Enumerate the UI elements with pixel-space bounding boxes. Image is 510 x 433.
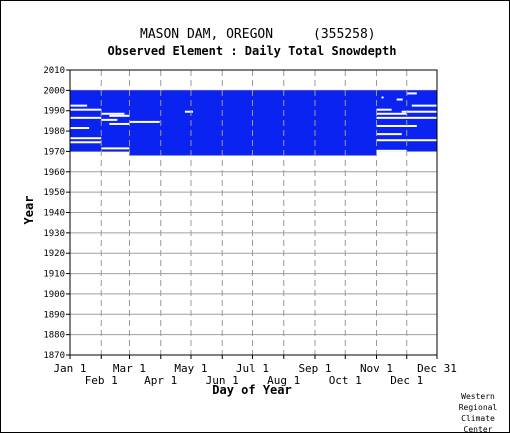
x-tick-label-lower: Jun 1: [206, 374, 239, 387]
chart-subtitle: Observed Element : Daily Total Snowdepth: [108, 44, 397, 58]
missing-data-segment: [109, 114, 130, 117]
credit-line-2: Regional: [459, 403, 498, 412]
missing-data-segment: [376, 112, 407, 115]
missing-data-segment: [101, 147, 130, 150]
y-tick-label: 1870: [43, 351, 65, 361]
missing-data-segment: [70, 141, 102, 144]
missing-data-segment: [376, 108, 392, 111]
y-axis-label: Year: [22, 196, 36, 225]
data-layer: [70, 90, 437, 156]
x-tick-label-lower: Feb 1: [85, 374, 118, 387]
missing-data-segment: [376, 133, 402, 136]
missing-data-segment: [101, 118, 118, 121]
y-tick-label: 1880: [43, 331, 65, 341]
y-tick-label: 2010: [43, 66, 65, 76]
y-tick-label: 1990: [43, 107, 65, 117]
credit-line-4: Center: [464, 425, 493, 433]
y-tick-label: 1900: [43, 290, 65, 300]
missing-data-segment: [401, 110, 437, 113]
missing-data-segment: [184, 110, 194, 113]
x-tick-label-upper: Jul 1: [236, 362, 269, 375]
missing-data-segment: [70, 127, 90, 130]
y-tick-label: 1930: [43, 229, 65, 239]
x-tick-label-upper: Jan 1: [53, 362, 86, 375]
missing-data-segment: [70, 104, 88, 107]
x-axis-label: Day of Year: [212, 383, 291, 397]
missing-data-segment: [70, 137, 102, 140]
y-tick-label: 1940: [43, 209, 65, 219]
missing-data-segment: [406, 92, 417, 95]
missing-data-segment: [406, 151, 437, 154]
tick-layer: 1870 1880 1890 1900 1910 1920 1930 1940 1950 1960…: [43, 66, 457, 387]
y-tick-label: 1910: [43, 270, 65, 280]
x-tick-label-upper: Mar 1: [113, 362, 146, 375]
missing-data-segment: [376, 149, 407, 152]
x-tick-label-upper: May 1: [174, 362, 207, 375]
y-tick-label: 1950: [43, 188, 65, 198]
y-tick-label: 1890: [43, 310, 65, 320]
missing-data-segment: [381, 96, 384, 99]
observed-block: [70, 90, 130, 152]
y-tick-label: 2000: [43, 86, 65, 96]
missing-data-segment: [411, 104, 437, 107]
observed-block: [129, 90, 377, 156]
x-tick-label-upper: Sep 1: [298, 362, 331, 375]
missing-data-segment: [129, 120, 160, 123]
chart-title: MASON DAM, OREGON: [140, 27, 273, 42]
y-tick-label: 1980: [43, 127, 65, 137]
x-tick-label-upper: Nov 1: [360, 362, 393, 375]
missing-data-segment: [109, 122, 130, 125]
missing-data-segment: [101, 112, 125, 115]
missing-data-segment: [396, 98, 403, 101]
vertical-grid-layer: [100, 70, 408, 355]
missing-data-segment: [70, 108, 102, 111]
y-tick-label: 1960: [43, 168, 65, 178]
x-tick-label-lower: Apr 1: [144, 374, 177, 387]
credit-line-3: Climate: [461, 414, 495, 423]
credit-line-1: Western: [461, 392, 495, 401]
station-id: (355258): [313, 27, 376, 42]
y-tick-label: 1920: [43, 249, 65, 259]
missing-data-segment: [376, 116, 437, 119]
x-tick-label-lower: Aug 1: [267, 374, 300, 387]
x-tick-label-upper: Dec 31: [417, 362, 457, 375]
x-tick-label-lower: Oct 1: [329, 374, 362, 387]
missing-data-segment: [70, 116, 102, 119]
missing-data-segment: [376, 124, 417, 127]
y-tick-label: 1970: [43, 147, 65, 157]
x-tick-label-lower: Dec 1: [390, 374, 423, 387]
